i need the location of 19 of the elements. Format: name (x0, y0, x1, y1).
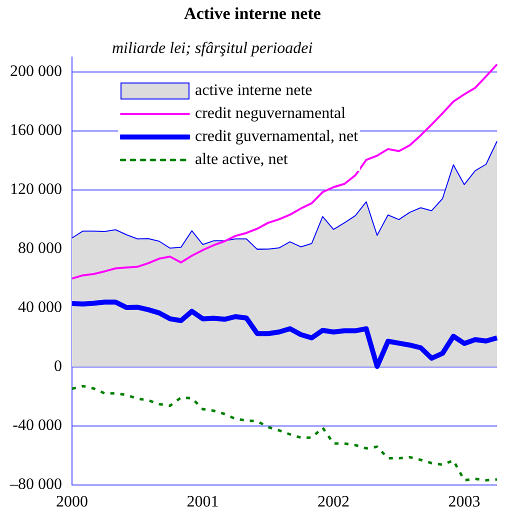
legend-label: active interne nete (195, 82, 312, 100)
y-tick-label: 40 000 (18, 298, 62, 316)
y-tick-label: 160 000 (10, 122, 62, 139)
y-tick-label: 80 000 (18, 240, 62, 257)
x-tick-label: 2000 (56, 494, 88, 511)
y-tick-label: 120 000 (10, 180, 62, 198)
x-tick-label: 2002 (318, 494, 350, 511)
line-series (70, 384, 498, 482)
y-tick-label: 200 000 (10, 62, 62, 80)
legend-label: credit neguvernamental (195, 104, 346, 122)
y-tick-label: 0 (54, 358, 62, 375)
x-tick-label: 2003 (448, 494, 480, 511)
chart-subtitle: miliarde lei; sfârşitul perioadei (112, 40, 313, 58)
x-tick-label: 2001 (186, 494, 219, 511)
legend-label: alte active, net (195, 150, 288, 168)
chart-title: Active interne nete (183, 4, 322, 24)
y-tick-label: -40 000 (12, 416, 62, 434)
y-tick-label: –80 000 (9, 476, 62, 494)
legend-label: credit guvernamental, net (195, 128, 358, 146)
